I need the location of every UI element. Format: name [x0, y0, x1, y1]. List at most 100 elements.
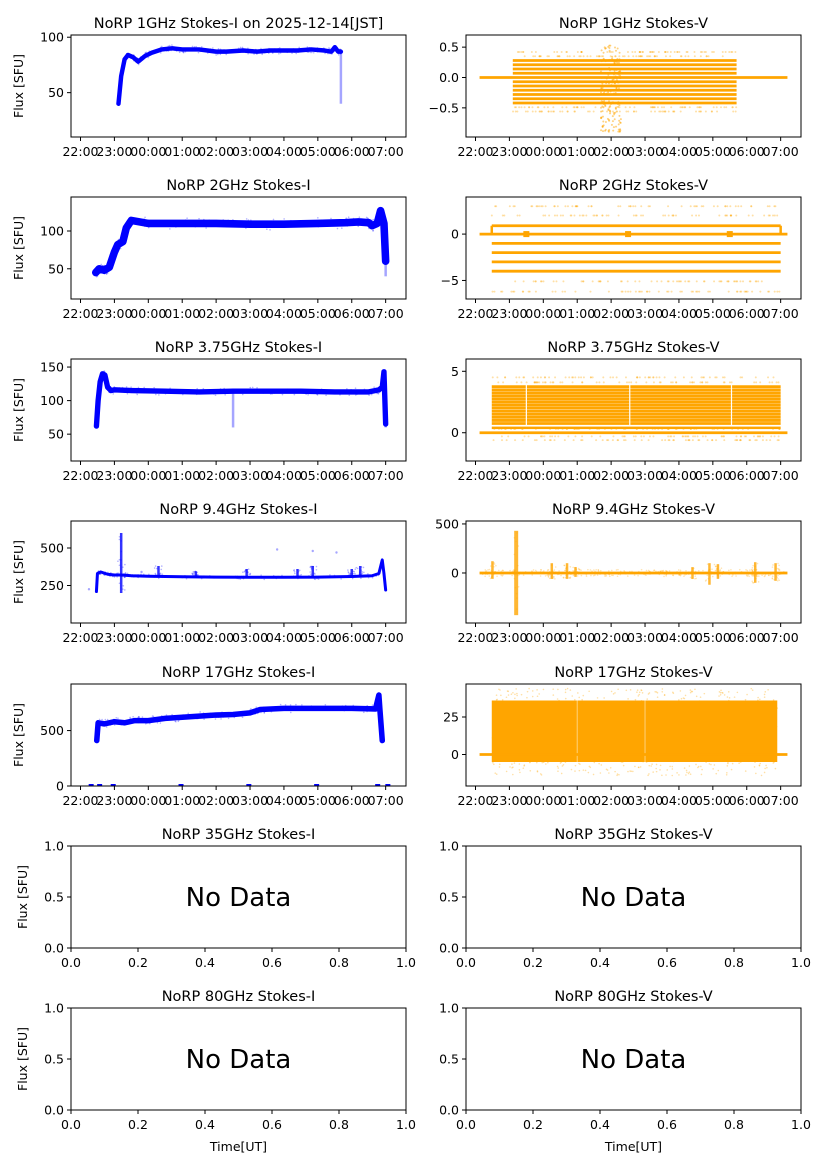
spike-point	[294, 572, 296, 575]
sparse-level-point	[689, 381, 692, 384]
data-point	[737, 572, 740, 574]
sparse-level-point	[521, 290, 524, 293]
data-point	[590, 574, 592, 577]
data-point	[597, 568, 600, 571]
burst-point	[610, 84, 613, 87]
data-point	[677, 572, 680, 574]
spike-point	[513, 570, 515, 573]
spike-point	[360, 574, 363, 577]
spike-point	[194, 570, 197, 573]
x-tick-label: 04:00	[266, 144, 302, 159]
axes-frame	[465, 683, 802, 787]
spike-point	[752, 581, 755, 584]
data-point	[744, 770, 747, 772]
data-point	[725, 774, 728, 776]
data-point	[247, 52, 249, 55]
data-point	[112, 255, 114, 257]
data-point	[542, 570, 545, 572]
sparse-level-point	[696, 106, 699, 109]
spike-point	[192, 574, 195, 576]
subplot-5: NoRP 3.75GHz Stokes-V22:0023:0000:0001:0…	[451, 340, 802, 483]
sparse-level-point	[518, 51, 521, 53]
data-point	[775, 575, 778, 577]
spike-point	[491, 575, 494, 577]
data-point	[101, 724, 104, 727]
data-point	[101, 378, 103, 381]
sparse-level-point	[633, 439, 636, 442]
x-tick-label: 23:00	[491, 793, 527, 808]
sparse-level-point	[621, 435, 624, 438]
sparse-level-point	[552, 280, 555, 283]
sparse-level-point	[675, 381, 678, 384]
data-point	[671, 765, 674, 768]
data-point	[127, 226, 130, 229]
data-point	[106, 718, 109, 721]
data-point	[523, 765, 525, 767]
data-point	[96, 265, 98, 268]
data-point	[105, 272, 108, 275]
sparse-level-point	[534, 280, 537, 283]
sparse-level-point	[624, 376, 627, 379]
plot-area	[88, 692, 391, 786]
data-point	[685, 573, 688, 576]
data-point	[138, 716, 140, 718]
sparse-level-point	[652, 376, 655, 379]
data-point	[210, 391, 212, 394]
sparse-level-point	[704, 110, 707, 113]
data-point	[716, 573, 719, 576]
data-point	[356, 393, 358, 396]
sparse-level-point	[667, 290, 670, 293]
burst-point	[616, 61, 619, 64]
sparse-level-point	[755, 280, 758, 283]
burst-point	[615, 68, 618, 71]
sparse-level-point	[695, 205, 698, 208]
sparse-level-point	[724, 205, 727, 208]
sparse-level-point	[666, 290, 669, 293]
spike-point	[550, 577, 553, 579]
data-point	[714, 572, 716, 575]
sparse-level-point	[580, 51, 583, 53]
spike-point	[311, 565, 314, 568]
data-point	[358, 216, 361, 218]
data-point	[215, 54, 217, 56]
sparse-level-point	[687, 439, 690, 442]
spike-point	[352, 572, 355, 575]
data-point	[241, 710, 244, 713]
spike-point	[690, 571, 692, 574]
subplot-title: NoRP 3.75GHz Stokes-V	[547, 340, 719, 356]
spike-point	[361, 572, 364, 575]
data-point	[679, 569, 682, 572]
spike-point	[245, 571, 248, 573]
data-point	[377, 693, 380, 696]
data-point	[375, 388, 378, 391]
spike-point	[716, 568, 719, 570]
data-point	[504, 571, 507, 574]
x-tick-label: 02:00	[593, 306, 629, 321]
data-point	[279, 708, 282, 711]
data-point	[131, 573, 134, 576]
baseline-mark	[97, 784, 103, 786]
data-point	[104, 377, 106, 379]
sparse-level-point	[636, 376, 639, 379]
data-point	[597, 570, 600, 573]
plot-area	[479, 376, 788, 442]
spike-point	[752, 572, 755, 575]
data-point	[124, 572, 127, 574]
data-point	[531, 571, 533, 573]
sparse-level-point	[640, 290, 643, 293]
data-point	[105, 273, 108, 275]
data-point	[378, 699, 380, 701]
sparse-level-point	[594, 106, 597, 109]
spike	[194, 571, 198, 577]
data-point	[221, 576, 224, 578]
data-point	[104, 375, 107, 377]
data-point	[199, 715, 202, 717]
data-point	[720, 572, 723, 574]
data-point	[484, 573, 487, 575]
spike-point	[755, 577, 757, 580]
x-tick-label: 05:00	[695, 468, 731, 483]
data-point	[662, 569, 665, 572]
sparse-level-point	[735, 435, 738, 438]
data-point	[367, 217, 369, 220]
sparse-level-point	[536, 106, 539, 109]
